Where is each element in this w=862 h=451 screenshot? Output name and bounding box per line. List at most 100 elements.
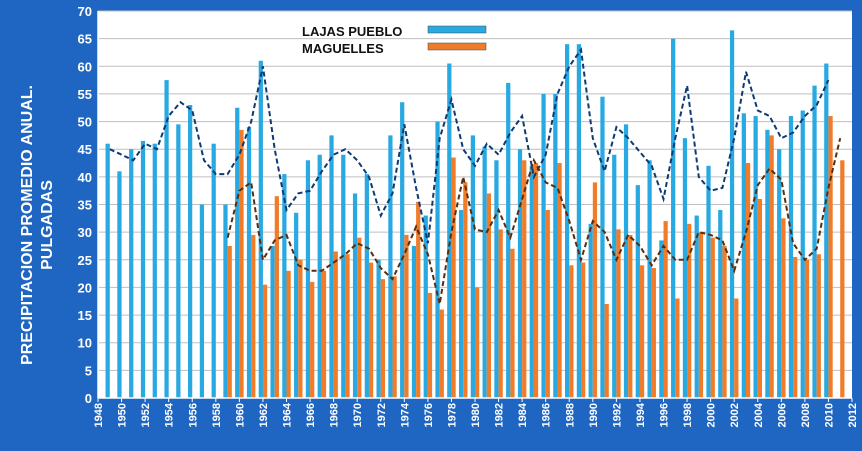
x-tick-label: 1990 bbox=[588, 403, 600, 427]
bar-maguelles-2008 bbox=[804, 259, 810, 398]
x-tick-label: 1998 bbox=[682, 403, 694, 427]
bar-maguelles-1984 bbox=[522, 160, 527, 398]
x-tick-label: 2010 bbox=[823, 403, 835, 427]
bar-lajas-1972 bbox=[376, 259, 381, 398]
bar-maguelles-2000 bbox=[710, 237, 715, 398]
bar-lajas-2005 bbox=[765, 129, 770, 398]
bar-maguelles-1982 bbox=[498, 229, 503, 398]
bar-maguelles-1985 bbox=[533, 163, 539, 398]
bar-maguelles-1974 bbox=[404, 234, 409, 398]
bar-maguelles-2011 bbox=[840, 160, 845, 398]
y-tick-label: 25 bbox=[78, 253, 92, 268]
y-tick-label: 5 bbox=[85, 363, 92, 378]
bar-lajas-1984 bbox=[517, 149, 523, 398]
x-tick-label: 2006 bbox=[776, 403, 788, 427]
y-tick-label: 0 bbox=[85, 391, 92, 406]
bar-lajas-1968 bbox=[329, 135, 334, 398]
bar-lajas-1969 bbox=[341, 154, 346, 398]
x-tick-labels: 1948 1950 1952 1954 1956 1958 1960 1962 1964 1966… bbox=[93, 402, 859, 427]
y-tick-labels: 0 5 10 15 20 25 30 35 40 45 50 55 60 65 70 bbox=[78, 4, 92, 406]
bar-maguelles-1981 bbox=[486, 193, 492, 398]
x-tick-label: 1948 bbox=[93, 403, 105, 427]
y-tick-label: 55 bbox=[78, 87, 92, 102]
bar-maguelles-1990 bbox=[592, 182, 598, 398]
x-tick-label: 2000 bbox=[706, 403, 718, 427]
bar-maguelles-2007 bbox=[793, 257, 798, 398]
bar-lajas-1983 bbox=[506, 82, 511, 398]
bar-lajas-1996 bbox=[659, 240, 664, 398]
x-tick-label: 1964 bbox=[282, 402, 294, 427]
bar-maguelles-1992 bbox=[616, 229, 621, 398]
bar-lajas-1971 bbox=[364, 174, 369, 398]
bar-lajas-1986 bbox=[541, 93, 546, 398]
bar-lajas-2004 bbox=[753, 116, 758, 399]
y-tick-label: 40 bbox=[78, 170, 92, 185]
bar-lajas-1987 bbox=[553, 93, 558, 398]
bar-lajas-1958 bbox=[211, 143, 216, 398]
bar-lajas-2006 bbox=[777, 149, 782, 398]
bar-maguelles-1964 bbox=[286, 270, 291, 398]
bar-maguelles-1969 bbox=[345, 254, 350, 398]
bar-lajas-2008 bbox=[800, 110, 805, 398]
bar-lajas-2003 bbox=[741, 113, 746, 399]
bar-maguelles-1962 bbox=[262, 284, 268, 398]
bar-maguelles-1993 bbox=[628, 234, 633, 398]
x-tick-label: 1994 bbox=[635, 402, 647, 427]
bar-lajas-1991 bbox=[600, 96, 605, 398]
legend-swatch-lajas bbox=[427, 25, 487, 34]
x-tick-label: 1982 bbox=[494, 403, 506, 427]
bar-maguelles-2004 bbox=[757, 198, 762, 398]
bar-maguelles-2006 bbox=[781, 218, 786, 398]
x-tick-label: 1956 bbox=[187, 403, 199, 427]
x-tick-label: 1968 bbox=[329, 403, 341, 427]
bar-lajas-2007 bbox=[788, 116, 794, 399]
bar-maguelles-2002 bbox=[734, 298, 739, 398]
bar-lajas-2002 bbox=[729, 30, 735, 398]
y-tick-label: 35 bbox=[78, 198, 92, 213]
bar-maguelles-1997 bbox=[675, 298, 680, 398]
bar-lajas-1951 bbox=[129, 149, 134, 398]
x-tick-label: 1988 bbox=[564, 403, 576, 427]
bar-lajas-1992 bbox=[612, 154, 617, 398]
legend-label-lajas: LAJAS PUEBLO bbox=[302, 24, 402, 39]
bar-lajas-1950 bbox=[117, 171, 122, 398]
bar-maguelles-1986 bbox=[545, 210, 550, 398]
y-tick-label: 45 bbox=[78, 142, 92, 157]
bar-maguelles-1988 bbox=[569, 265, 574, 398]
bar-maguelles-1989 bbox=[581, 262, 586, 398]
bar-maguelles-1968 bbox=[333, 251, 338, 398]
bars bbox=[105, 30, 845, 399]
bar-lajas-1949 bbox=[105, 143, 110, 398]
y-tick-label: 15 bbox=[78, 308, 92, 323]
bar-maguelles-1975 bbox=[416, 201, 421, 398]
bar-lajas-1955 bbox=[176, 124, 181, 398]
x-tick-label: 1954 bbox=[164, 402, 176, 427]
y-tick-label: 50 bbox=[78, 115, 92, 130]
bar-lajas-1966 bbox=[305, 160, 311, 398]
bar-lajas-1977 bbox=[435, 121, 440, 399]
bar-maguelles-1965 bbox=[298, 259, 303, 398]
trend-line-maguelles bbox=[226, 137, 842, 305]
bar-lajas-1957 bbox=[199, 204, 205, 398]
bar-lajas-1974 bbox=[400, 102, 405, 398]
legend-label-maguelles: MAGUELLES bbox=[302, 41, 384, 56]
bar-lajas-1964 bbox=[282, 174, 287, 398]
x-tick-label: 2012 bbox=[847, 403, 859, 427]
y-tick-label: 10 bbox=[78, 336, 92, 351]
x-tick-label: 2002 bbox=[729, 403, 741, 427]
bar-maguelles-1961 bbox=[251, 234, 256, 398]
bar-maguelles-1967 bbox=[321, 270, 327, 398]
x-tick-label: 1984 bbox=[517, 402, 529, 427]
bar-maguelles-1971 bbox=[368, 262, 374, 398]
bar-lajas-1956 bbox=[188, 104, 193, 398]
bar-lajas-1975 bbox=[411, 245, 417, 398]
bar-maguelles-1996 bbox=[663, 221, 668, 398]
bar-lajas-1976 bbox=[423, 215, 428, 398]
x-tick-label: 1976 bbox=[423, 403, 435, 427]
y-tick-label: 30 bbox=[78, 225, 92, 240]
bar-lajas-2009 bbox=[812, 85, 817, 398]
x-tick-label: 1980 bbox=[470, 403, 482, 427]
y-axis-label-line1: PRECIPITACION PROMEDIO ANUAL. bbox=[19, 85, 36, 365]
bar-lajas-2010 bbox=[824, 63, 829, 399]
bar-lajas-1997 bbox=[671, 38, 676, 399]
